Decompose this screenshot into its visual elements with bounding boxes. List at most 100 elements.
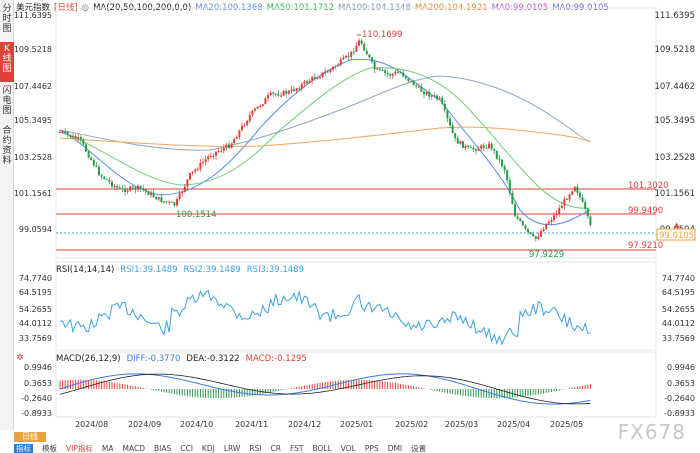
candle-body [558,208,561,214]
candle-body [345,55,347,58]
candle-body [355,45,358,52]
rsi-params[interactable]: RSI(14,14,14) [56,265,115,275]
candle-body [186,179,189,187]
candle-body [384,70,386,73]
candle-body [152,192,155,197]
candle-body [243,125,246,127]
tab-boll[interactable]: BOLL [312,444,332,453]
hline-label: 97.9210 [628,241,663,251]
candle-body [287,91,290,94]
price-tick: 109.5218 [654,45,695,55]
candle-body [85,144,87,152]
macd-panel-frame [55,351,657,418]
candle-body [204,159,207,162]
candle-body [506,170,509,181]
tab-kdj[interactable]: KDJ [201,444,215,453]
candle-body [209,156,212,158]
candle-body [277,94,280,96]
tab-cr[interactable]: CR [270,444,281,453]
candle-body [347,55,350,57]
period-button[interactable]: 日线 [14,432,46,442]
tab-flash-chart[interactable]: 闪电图 [2,86,12,116]
candle-body [391,73,394,76]
candle-body [495,150,498,159]
tab-indicators[interactable]: 指标 [14,444,33,453]
macd-params[interactable]: MACD(26,12,9) [56,354,121,364]
tab-settings[interactable]: 设置 [411,444,427,453]
candle-body [324,71,327,73]
candle-body [308,80,311,84]
candle-body [267,95,269,99]
tab-macd[interactable]: MACD [122,444,145,453]
macd-tick-right: -0.2640 [664,394,695,403]
candle-body [256,106,259,109]
candle-body [290,89,293,92]
kline-chart[interactable]: 111.6395 109.5218 107.4462 105.3495 103.… [0,0,700,432]
tab-contract-info[interactable]: 合约资料 [2,126,12,166]
candle-body [222,147,225,151]
rsi-panel-frame [55,261,657,351]
candle-body [293,89,295,92]
ma50-line [59,67,591,209]
candle-body [168,201,171,203]
candle-body [555,213,558,216]
candle-body [139,185,142,189]
candle-body [553,215,555,221]
candle-body [129,186,132,191]
tab-fst[interactable]: FST [289,444,304,453]
tab-vol[interactable]: VOL [340,444,356,453]
tab-cci[interactable]: CCI [180,444,193,453]
candle-body [397,72,399,74]
rsi1-value: RSI1:39.1489 [120,265,178,275]
candle-body [571,191,574,195]
tab-dmi[interactable]: DMI [387,444,403,453]
candle-body [407,78,410,81]
candle-body [194,169,197,172]
candle-body [329,69,332,72]
candle-body [436,95,438,99]
price-tick-left: 103.2528 [14,153,52,162]
tab-lrw[interactable]: LRW [223,444,241,453]
candle-body [98,166,100,176]
low-label: 97.9229 [529,250,564,260]
macd-histogram [59,379,591,399]
candle-body [342,57,345,60]
rsi-tick-right: 54.2655 [662,305,695,314]
candle-body [508,180,511,193]
macd-dea-line [59,373,591,405]
tab-timeshare[interactable]: 分时图 [2,4,12,34]
candle-body [493,149,496,151]
candlestick-series [59,38,592,242]
candle-body [339,59,342,65]
tab-pps[interactable]: PPS [364,444,379,453]
candle-body [337,64,340,67]
macd-header: MACD(26,12,9) DIFF:-0.3770 DEA:-0.3122 MACD… [56,354,313,364]
price-tick-left: 105.3495 [14,116,52,125]
candle-body [589,216,592,226]
tab-template[interactable]: 模板 [42,444,57,453]
candle-body [410,80,412,82]
candle-body [581,197,584,202]
candle-body [199,162,202,170]
macd-settings-icon[interactable]: ✲ [16,353,24,363]
candle-body [371,57,373,62]
candle-body [90,157,93,160]
tab-rsi[interactable]: RSI [249,444,262,453]
candle-body [306,81,308,84]
tab-bias[interactable]: BIAS [153,444,172,453]
candle-body [157,197,160,200]
rsi-tick-right: 74.7740 [662,274,695,283]
rsi-tick: 33.7569 [19,334,52,343]
tab-kline[interactable]: K线图 [0,42,14,82]
candle-body [131,186,134,188]
tab-ma[interactable]: MA [101,444,114,453]
candle-body [269,92,272,96]
candle-body [360,40,363,44]
tab-vip-indicators[interactable]: VIP指标 [66,444,93,453]
candle-body [254,108,256,111]
candle-body [423,91,425,95]
candle-body [456,138,459,144]
candle-body [59,131,61,133]
macd-tick: 0.9946 [24,363,52,372]
